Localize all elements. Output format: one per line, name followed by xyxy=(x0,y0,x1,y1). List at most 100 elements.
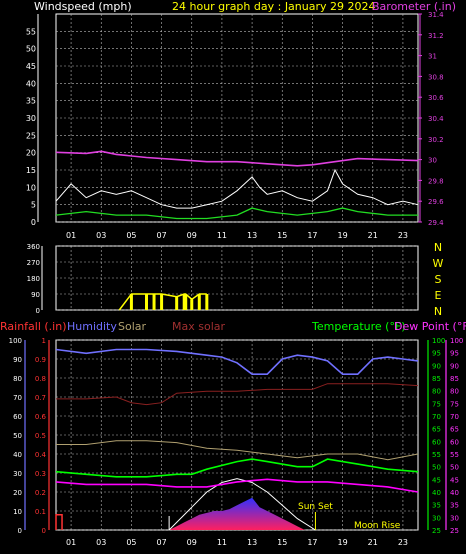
windspeed-title: Windspeed (mph) xyxy=(34,0,132,13)
panel1-ytick-left: 15 xyxy=(26,166,36,175)
panel2-ytick: 180 xyxy=(27,275,40,283)
panel1-ytick-right: 29.8 xyxy=(428,177,444,185)
barometer-series xyxy=(55,150,419,167)
humidity-ytick: 90 xyxy=(13,356,22,364)
dewpoint-ytick: 30 xyxy=(450,514,459,522)
compass-label: W xyxy=(433,257,444,270)
temperature-ytick: 40 xyxy=(432,489,441,497)
panel1-ytick-left: 0 xyxy=(31,218,36,227)
panel1-xtick: 03 xyxy=(96,231,106,240)
rain-ytick: 0.3 xyxy=(35,470,46,478)
panel1-ytick-left: 40 xyxy=(26,79,36,88)
compass-label: S xyxy=(435,273,442,286)
wind-gust-series xyxy=(55,168,419,209)
temperature-ytick: 95 xyxy=(432,350,441,358)
dewpoint-ytick: 25 xyxy=(450,527,459,535)
panel1-ytick-left: 35 xyxy=(26,97,36,106)
rain-ytick: 0.4 xyxy=(35,451,47,459)
temperature-ytick: 50 xyxy=(432,464,441,472)
rain-ytick: 0 xyxy=(42,527,46,535)
panel3-xtick: 05 xyxy=(126,538,136,547)
humidity-ytick: 0 xyxy=(18,527,22,535)
rain-ytick: 0.1 xyxy=(35,508,46,516)
panel1-ytick-left: 45 xyxy=(26,62,36,71)
panel1-ytick-right: 30.8 xyxy=(428,73,444,81)
panel3-xtick: 17 xyxy=(307,538,317,547)
panel1-ytick-left: 10 xyxy=(26,183,36,192)
temperature-ytick: 90 xyxy=(432,362,441,370)
dewpoint-ytick: 55 xyxy=(450,451,459,459)
panel1-ytick-right: 31.2 xyxy=(428,32,444,40)
compass-label: E xyxy=(435,289,442,302)
panel1-ytick-right: 30 xyxy=(428,157,437,165)
temperature-ytick: 75 xyxy=(432,400,441,408)
humidity-ytick: 60 xyxy=(13,413,22,421)
panel1-xtick: 07 xyxy=(156,231,166,240)
temperature-ytick: 100 xyxy=(432,337,445,345)
rain-ytick: 0.2 xyxy=(35,489,46,497)
dewpoint-ytick: 35 xyxy=(450,502,459,510)
panel2-ytick: 270 xyxy=(27,259,40,267)
maxsolar-series xyxy=(56,383,419,406)
moonrise-label: Moon Rise xyxy=(354,521,401,531)
rain-ytick: 0.7 xyxy=(35,394,46,402)
direction-series xyxy=(118,293,207,311)
panel3-xtick: 11 xyxy=(217,538,227,547)
humidity-series xyxy=(55,348,419,376)
humidity-ytick: 10 xyxy=(13,508,22,516)
humidity-ytick: 80 xyxy=(13,375,22,383)
panel3-xtick: 01 xyxy=(66,538,76,547)
dewpoint-ytick: 40 xyxy=(450,489,459,497)
temperature-ytick: 60 xyxy=(432,438,441,446)
main-title: 24 hour graph day : January 29 2024 xyxy=(172,0,376,13)
humidity-ytick: 50 xyxy=(13,432,22,440)
dewpoint-ytick: 95 xyxy=(450,350,459,358)
dewpoint-ytick: 60 xyxy=(450,438,459,446)
rain-ytick: 0.8 xyxy=(35,375,46,383)
temperature-ytick: 55 xyxy=(432,451,441,459)
panel1-xtick: 21 xyxy=(368,231,378,240)
panel2-ytick: 0 xyxy=(36,307,40,315)
panel1-xtick: 01 xyxy=(66,231,76,240)
compass-label: N xyxy=(434,241,442,254)
panel3-xtick: 23 xyxy=(398,538,408,547)
panel1-ytick-right: 29.6 xyxy=(428,198,444,206)
panel1-ytick-left: 20 xyxy=(26,149,36,158)
dewpoint-ytick: 100 xyxy=(450,337,463,345)
compass-label: N xyxy=(434,305,442,318)
panel1-ytick-right: 30.4 xyxy=(428,115,444,123)
panel1-xtick: 11 xyxy=(217,231,227,240)
panel1-xtick: 19 xyxy=(337,231,347,240)
dewpoint-ytick: 65 xyxy=(450,426,459,434)
dewpoint-ytick: 70 xyxy=(450,413,459,421)
rain-ytick: 0.9 xyxy=(35,356,46,364)
dewpoint-ytick: 85 xyxy=(450,375,459,383)
rain-ytick: 0.5 xyxy=(35,432,46,440)
temperature-title: Temperature (°F) xyxy=(311,320,406,333)
panel3-xtick: 19 xyxy=(337,538,347,547)
temperature-ytick: 70 xyxy=(432,413,441,421)
temperature-series xyxy=(55,458,419,478)
panel1-ytick-right: 31.4 xyxy=(428,11,444,19)
panel3-xtick: 09 xyxy=(187,538,197,547)
dewpoint-ytick: 90 xyxy=(450,362,459,370)
dewpoint-series xyxy=(55,478,419,493)
maxsolar-title: Max solar xyxy=(172,320,225,333)
solar-radiation-area xyxy=(169,497,305,530)
temperature-ytick: 35 xyxy=(432,502,441,510)
panel1-ytick-right: 29.4 xyxy=(428,219,444,227)
panel1-ytick-right: 31 xyxy=(428,53,437,61)
temperature-ytick: 80 xyxy=(432,388,441,396)
rain-ytick: 0.6 xyxy=(35,413,47,421)
humidity-ytick: 30 xyxy=(13,470,22,478)
rain-ytick: 1 xyxy=(42,337,46,345)
humidity-title: Humidity xyxy=(67,320,117,333)
humidity-ytick: 70 xyxy=(13,394,22,402)
temperature-ytick: 30 xyxy=(432,514,441,522)
panel1-xtick: 23 xyxy=(398,231,408,240)
panel3-xtick: 13 xyxy=(247,538,257,547)
temperature-ytick: 85 xyxy=(432,375,441,383)
humidity-ytick: 40 xyxy=(13,451,22,459)
